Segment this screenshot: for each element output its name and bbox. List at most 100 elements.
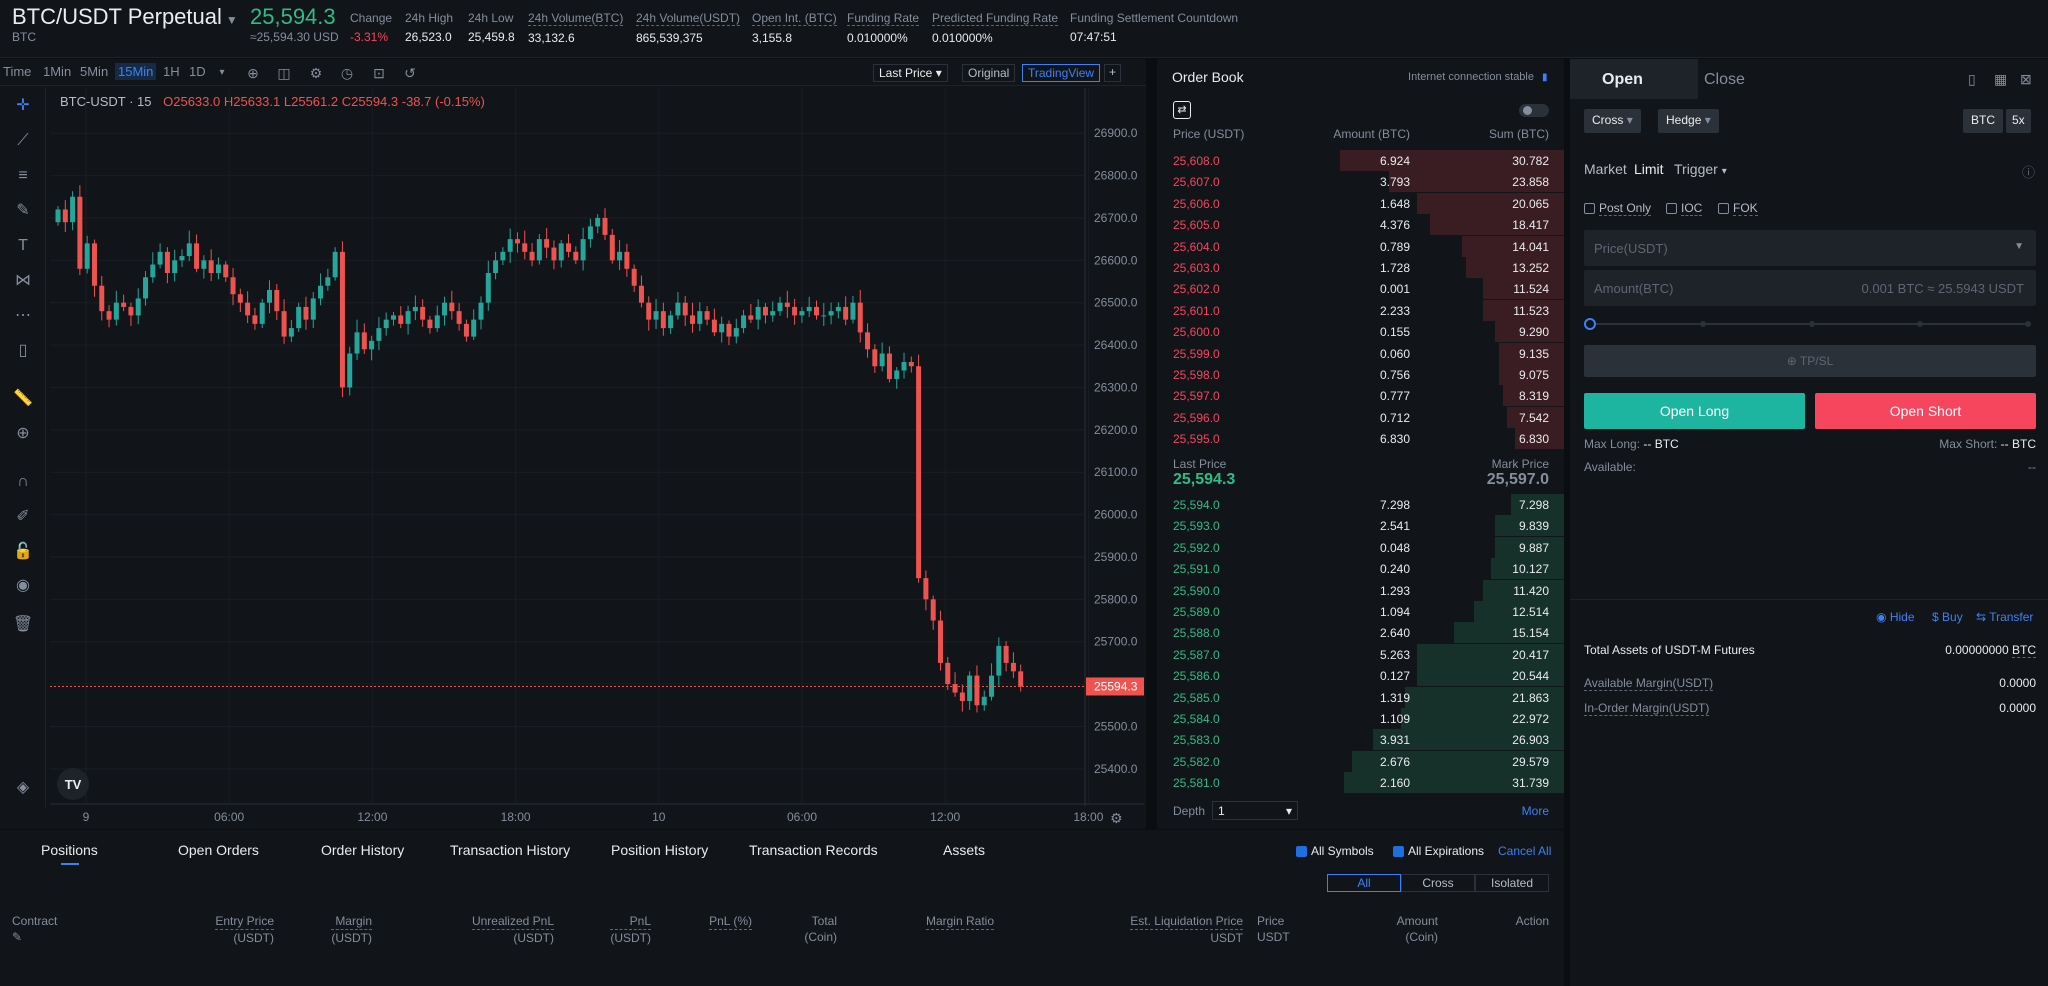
add-panel-button[interactable]: + — [1104, 64, 1122, 82]
order-type-limit[interactable]: Limit — [1634, 161, 1664, 177]
tf-1h[interactable]: 1H — [163, 64, 180, 79]
ask-row[interactable]: 25,604.0 0.789 14.041 — [1157, 235, 1564, 257]
bid-row[interactable]: 25,591.0 0.240 10.127 — [1157, 558, 1564, 580]
indicators-icon[interactable]: ◫ — [277, 65, 291, 81]
price-input[interactable]: Price(USDT) ▼ — [1584, 230, 2036, 266]
buy-button[interactable]: $ Buy — [1932, 610, 1963, 624]
ask-row[interactable]: 25,607.0 3.793 23.858 — [1157, 171, 1564, 193]
add-indicator-icon[interactable]: ⊕ — [247, 65, 259, 81]
ask-row[interactable]: 25,608.0 6.924 30.782 — [1157, 150, 1564, 171]
filter-isolated[interactable]: Isolated — [1475, 874, 1549, 892]
ioc-checkbox[interactable]: IOC — [1666, 201, 1703, 216]
all-symbols-checkbox[interactable]: All Symbols — [1296, 844, 1374, 858]
bid-row[interactable]: 25,593.0 2.541 9.839 — [1157, 515, 1564, 537]
bid-row[interactable]: 25,584.0 1.109 22.972 — [1157, 708, 1564, 729]
ask-row[interactable]: 25,606.0 1.648 20.065 — [1157, 192, 1564, 214]
transfer-button[interactable]: ⇆ Transfer — [1976, 610, 2034, 624]
bid-row[interactable]: 25,589.0 1.094 12.514 — [1157, 601, 1564, 622]
pattern-icon[interactable]: ⋈ — [15, 272, 31, 289]
open-long-button[interactable]: Open Long — [1584, 393, 1805, 429]
close-icon[interactable]: ⊠ — [2020, 71, 2032, 87]
bid-row[interactable]: 25,592.0 0.048 9.887 — [1157, 536, 1564, 558]
ask-row[interactable]: 25,600.0 0.155 9.290 — [1157, 321, 1564, 343]
symbol-title[interactable]: BTC/USDT Perpetual ▼ — [12, 4, 238, 29]
unit-select[interactable]: BTC — [1963, 109, 2003, 133]
clock-icon[interactable]: ◷ — [340, 65, 354, 81]
lock-drawing-icon[interactable]: ✐ — [16, 508, 30, 525]
bid-row[interactable]: 25,587.0 5.263 20.417 — [1157, 643, 1564, 665]
order-type-trigger[interactable]: Trigger ▾ — [1674, 161, 1727, 177]
zoom-in-icon[interactable]: ⊕ — [16, 425, 30, 442]
leverage-select[interactable]: 5x — [2006, 109, 2031, 133]
original-button[interactable]: Original — [962, 64, 1016, 82]
ask-row[interactable]: 25,595.0 6.830 6.830 — [1157, 428, 1564, 450]
tab-open-orders[interactable]: Open Orders — [178, 842, 259, 858]
tf-1min[interactable]: 1Min — [43, 64, 72, 79]
edit-icon[interactable]: ✎ — [12, 930, 23, 944]
eye-icon[interactable]: ◉ — [16, 577, 30, 594]
ask-row[interactable]: 25,599.0 0.060 9.135 — [1157, 342, 1564, 364]
tab-position-history[interactable]: Position History — [611, 842, 709, 858]
slider-handle[interactable] — [1584, 318, 1596, 330]
calculator-icon[interactable]: ▯ — [1968, 71, 1976, 87]
cancel-all-button[interactable]: Cancel All — [1498, 844, 1552, 858]
trash-icon[interactable]: 🗑 — [12, 616, 34, 633]
bid-row[interactable]: 25,581.0 2.160 31.739 — [1157, 772, 1564, 794]
tf-15min[interactable]: 15Min — [115, 63, 157, 80]
post-only-checkbox[interactable]: Post Only — [1584, 201, 1652, 216]
bid-row[interactable]: 25,586.0 0.127 20.544 — [1157, 665, 1564, 687]
ruler-icon[interactable]: 📏 — [13, 390, 33, 407]
crosshair-icon[interactable]: ✛ — [16, 97, 30, 114]
info-icon[interactable]: ⓘ — [2022, 165, 2036, 180]
margin-mode-select[interactable]: Cross ▾ — [1584, 109, 1641, 133]
orderbook-toggle[interactable] — [1519, 104, 1549, 117]
tf-5min[interactable]: 5Min — [80, 64, 109, 79]
parallel-lines-icon[interactable]: ≡ — [18, 167, 28, 184]
filter-all[interactable]: All — [1327, 874, 1401, 892]
ask-row[interactable]: 25,596.0 0.712 7.542 — [1157, 406, 1564, 428]
tf-time[interactable]: Time — [3, 64, 32, 79]
layers-icon[interactable]: ◈ — [16, 779, 30, 796]
bid-row[interactable]: 25,585.0 1.319 21.863 — [1157, 686, 1564, 708]
tab-close[interactable]: Close — [1704, 71, 1745, 88]
bid-row[interactable]: 25,588.0 2.640 15.154 — [1157, 622, 1564, 644]
ask-row[interactable]: 25,597.0 0.777 8.319 — [1157, 385, 1564, 407]
undo-icon[interactable]: ↺ — [404, 65, 416, 81]
ask-row[interactable]: 25,598.0 0.756 9.075 — [1157, 364, 1564, 385]
order-type-market[interactable]: Market — [1584, 161, 1627, 177]
filter-cross[interactable]: Cross — [1401, 874, 1475, 892]
bid-row[interactable]: 25,594.0 7.298 7.298 — [1157, 494, 1564, 515]
tab-assets[interactable]: Assets — [943, 842, 986, 858]
position-mode-select[interactable]: Hedge ▾ — [1658, 109, 1719, 133]
measure-lines-icon[interactable]: ⋯ — [15, 307, 31, 324]
tf-1d[interactable]: 1D — [189, 64, 206, 79]
fok-checkbox[interactable]: FOK — [1718, 201, 1758, 216]
tpsl-button[interactable]: ⊕ TP/SL — [1584, 345, 2036, 377]
mobile-icon[interactable]: ▯ — [18, 342, 28, 359]
bid-row[interactable]: 25,583.0 3.931 26.903 — [1157, 729, 1564, 751]
tab-transaction-history[interactable]: Transaction History — [450, 842, 571, 858]
amount-input[interactable]: Amount(BTC) 0.001 BTC ≈ 25.5943 USDT — [1584, 270, 2036, 306]
last-price-select[interactable]: Last Price ▾ — [873, 64, 948, 82]
hide-button[interactable]: ◉ Hide — [1876, 610, 1915, 624]
more-link[interactable]: More — [1521, 804, 1549, 818]
tab-order-history[interactable]: Order History — [321, 842, 405, 858]
trendline-icon[interactable]: ⟋ — [17, 132, 29, 149]
screenshot-icon[interactable]: ⊡ — [373, 65, 385, 81]
grid-icon[interactable]: ▦ — [1994, 71, 2008, 87]
ask-row[interactable]: 25,601.0 2.233 11.523 — [1157, 299, 1564, 321]
all-expirations-checkbox[interactable]: All Expirations — [1393, 844, 1484, 858]
ask-row[interactable]: 25,602.0 0.001 11.524 — [1157, 278, 1564, 300]
orderbook-layout-icon[interactable]: ⇄ — [1173, 101, 1191, 119]
chevron-down-icon[interactable]: ▾ — [219, 67, 225, 78]
settings-icon[interactable]: ⚙ — [309, 65, 323, 81]
tradingview-button[interactable]: TradingView — [1022, 64, 1101, 82]
tab-transaction-records[interactable]: Transaction Records — [749, 842, 878, 858]
bid-row[interactable]: 25,590.0 1.293 11.420 — [1157, 579, 1564, 601]
ask-row[interactable]: 25,605.0 4.376 18.417 — [1157, 214, 1564, 236]
text-icon[interactable]: T — [18, 237, 28, 254]
magnet-icon[interactable]: ∩ — [17, 473, 29, 490]
brush-icon[interactable]: ✎ — [16, 202, 30, 219]
depth-select[interactable]: 1 ▾ — [1212, 801, 1298, 820]
tab-open[interactable]: Open — [1602, 71, 1643, 88]
